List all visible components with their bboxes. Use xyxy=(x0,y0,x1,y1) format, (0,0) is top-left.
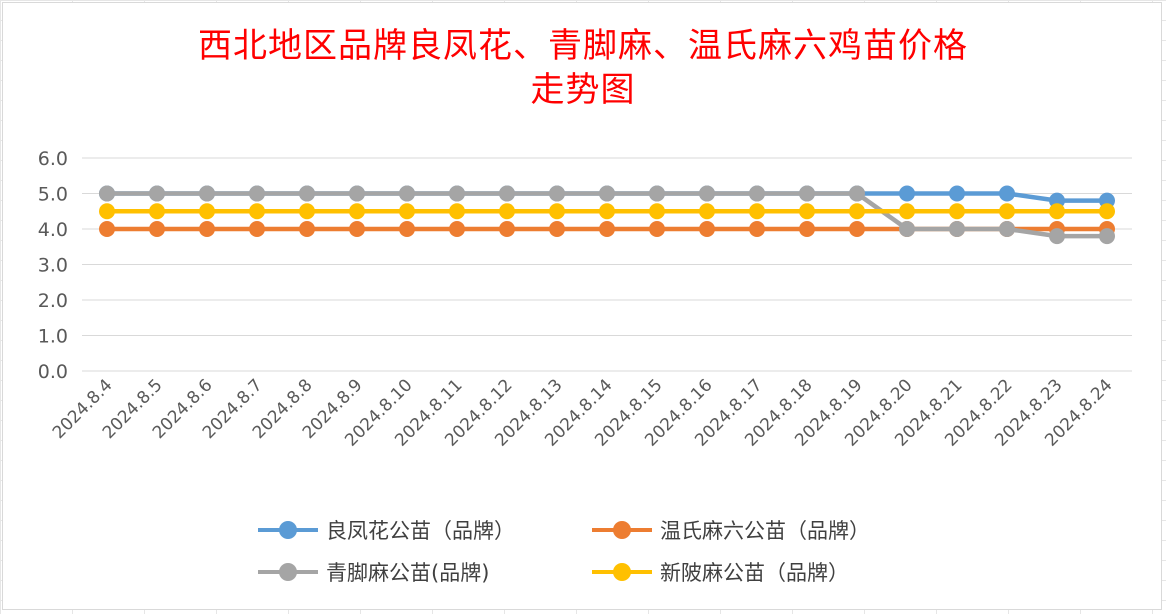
data-point-series-3 xyxy=(399,203,415,220)
y-tick-label: 6.0 xyxy=(38,148,68,170)
data-point-series-2 xyxy=(649,185,665,202)
data-point-series-2 xyxy=(949,221,965,237)
legend-entry-wenshi: 温氏麻六公苗（品牌） xyxy=(592,512,870,548)
data-point-series-1 xyxy=(549,221,565,237)
data-point-series-1 xyxy=(699,221,715,237)
data-point-series-3 xyxy=(299,203,315,220)
chart-title: 西北地区品牌良凤花、青脚麻、温氏麻六鸡苗价格 走势图 xyxy=(0,24,1166,112)
legend-label: 新陂麻公苗（品牌） xyxy=(660,561,849,585)
data-point-series-2 xyxy=(849,185,865,202)
data-point-series-1 xyxy=(399,221,415,237)
data-point-series-3 xyxy=(549,203,565,220)
data-point-series-2 xyxy=(799,185,815,202)
legend-entry-qingjiaoma: 青脚麻公苗(品牌) xyxy=(258,554,489,590)
data-point-series-2 xyxy=(1049,228,1065,245)
data-point-series-2 xyxy=(449,185,465,202)
y-tick-label: 5.0 xyxy=(38,184,68,206)
y-tick-label: 1.0 xyxy=(38,326,68,348)
y-tick-label: 2.0 xyxy=(38,290,68,312)
data-point-series-0 xyxy=(999,185,1015,202)
data-point-series-3 xyxy=(199,203,215,220)
data-point-series-1 xyxy=(849,221,865,237)
data-point-series-1 xyxy=(449,221,465,237)
data-point-series-2 xyxy=(149,185,165,202)
legend-entry-liangfenghua: 良凤花公苗（品牌） xyxy=(258,512,515,548)
data-point-series-3 xyxy=(1099,203,1115,220)
data-point-series-2 xyxy=(1099,228,1115,245)
data-point-series-3 xyxy=(849,203,865,220)
legend-swatch-wenshi xyxy=(592,520,652,540)
data-point-series-1 xyxy=(649,221,665,237)
data-point-series-2 xyxy=(99,185,115,202)
legend-entry-xinpima: 新陂麻公苗（品牌） xyxy=(592,554,849,590)
data-point-series-2 xyxy=(749,185,765,202)
data-point-series-3 xyxy=(599,203,615,220)
data-point-series-1 xyxy=(349,221,365,237)
data-point-series-1 xyxy=(299,221,315,237)
data-point-series-1 xyxy=(199,221,215,237)
data-point-series-0 xyxy=(899,185,915,202)
data-point-series-1 xyxy=(749,221,765,237)
y-tick-label: 3.0 xyxy=(38,255,68,277)
data-point-series-3 xyxy=(949,203,965,220)
data-point-series-3 xyxy=(699,203,715,220)
legend-label: 良凤花公苗（品牌） xyxy=(326,519,515,543)
data-point-series-2 xyxy=(549,185,565,202)
data-point-series-2 xyxy=(349,185,365,202)
data-point-series-1 xyxy=(249,221,265,237)
chart-title-line-1: 西北地区品牌良凤花、青脚麻、温氏麻六鸡苗价格 xyxy=(198,26,968,66)
data-point-series-3 xyxy=(249,203,265,220)
legend-swatch-liangfenghua xyxy=(258,520,318,540)
legend-label: 青脚麻公苗(品牌) xyxy=(326,561,490,585)
data-point-series-3 xyxy=(899,203,915,220)
data-point-series-3 xyxy=(149,203,165,220)
data-point-series-1 xyxy=(499,221,515,237)
data-point-series-2 xyxy=(999,221,1015,237)
data-point-series-2 xyxy=(199,185,215,202)
data-point-series-3 xyxy=(349,203,365,220)
data-point-series-2 xyxy=(599,185,615,202)
data-point-series-2 xyxy=(299,185,315,202)
data-point-series-3 xyxy=(649,203,665,220)
legend: 良凤花公苗（品牌） 温氏麻六公苗（品牌） 青脚麻公苗(品牌) 新陂麻公苗（品牌） xyxy=(258,512,958,596)
data-point-series-1 xyxy=(799,221,815,237)
legend-swatch-xinpima xyxy=(592,562,652,582)
data-point-series-3 xyxy=(99,203,115,220)
data-point-series-1 xyxy=(599,221,615,237)
data-point-series-1 xyxy=(149,221,165,237)
y-tick-label: 0.0 xyxy=(38,361,68,383)
data-point-series-3 xyxy=(449,203,465,220)
legend-swatch-qingjiaoma xyxy=(258,562,318,582)
data-point-series-3 xyxy=(1049,203,1065,220)
data-point-series-0 xyxy=(949,185,965,202)
data-point-series-2 xyxy=(499,185,515,202)
legend-label: 温氏麻六公苗（品牌） xyxy=(660,519,870,543)
y-tick-label: 4.0 xyxy=(38,219,68,241)
data-point-series-2 xyxy=(399,185,415,202)
data-point-series-2 xyxy=(899,221,915,237)
data-point-series-3 xyxy=(499,203,515,220)
chart-title-line-2: 走势图 xyxy=(530,70,636,110)
data-point-series-3 xyxy=(999,203,1015,220)
data-point-series-3 xyxy=(749,203,765,220)
data-point-series-2 xyxy=(249,185,265,202)
data-point-series-3 xyxy=(799,203,815,220)
data-point-series-1 xyxy=(99,221,115,237)
data-point-series-2 xyxy=(699,185,715,202)
